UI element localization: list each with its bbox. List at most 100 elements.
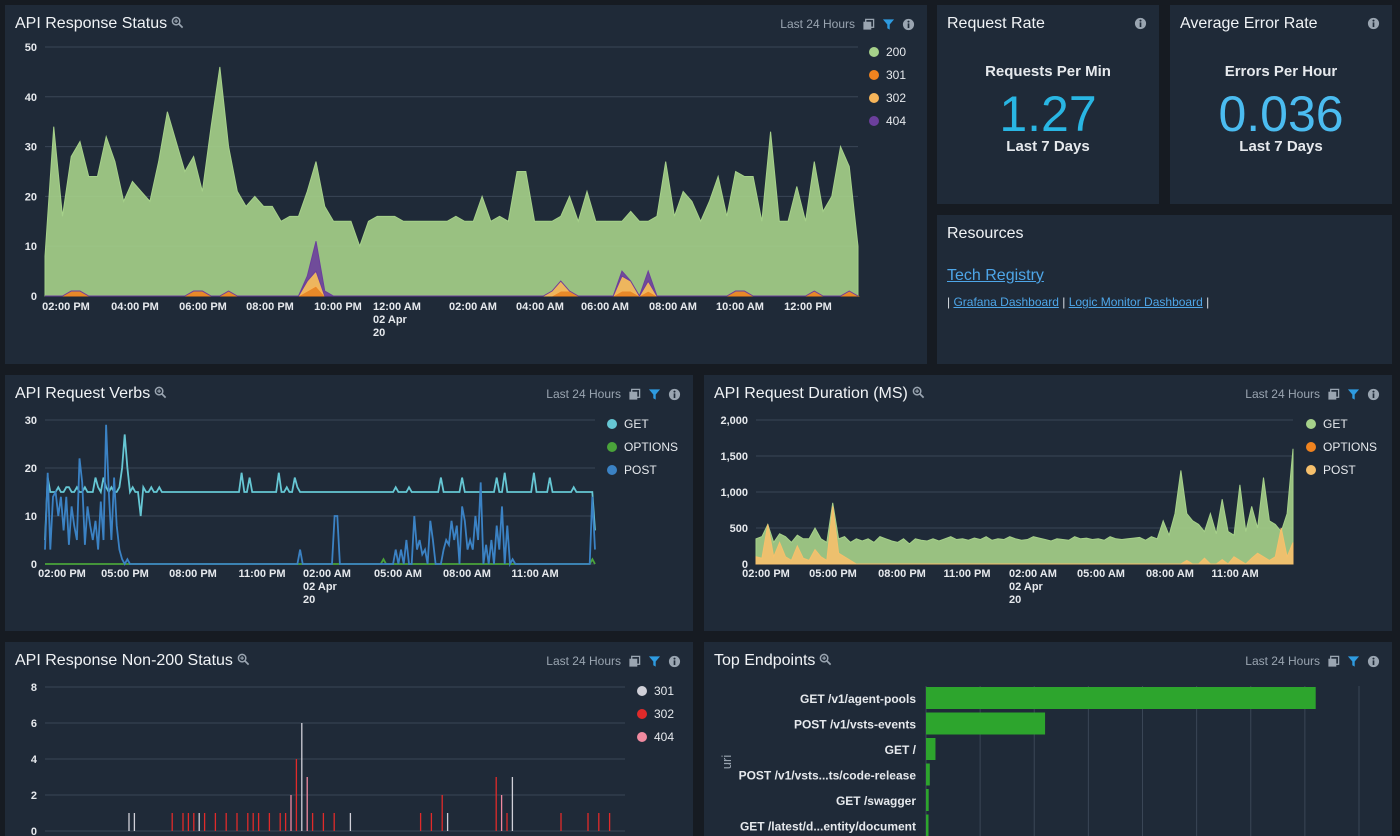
zoom-icon[interactable] bbox=[154, 386, 167, 399]
info-icon[interactable] bbox=[1367, 17, 1380, 30]
grafana-dashboard-link[interactable]: Grafana Dashboard bbox=[953, 295, 1059, 309]
filter-icon[interactable] bbox=[648, 388, 661, 401]
status-area-200[interactable] bbox=[44, 66, 859, 297]
top-endpoints-title: Top Endpoints bbox=[714, 652, 816, 669]
error-rate-label: Errors Per Hour bbox=[1224, 63, 1338, 80]
legend-item-options[interactable]: OPTIONS bbox=[1306, 435, 1377, 458]
legend-item-404[interactable]: 404 bbox=[869, 109, 906, 132]
time-range-label[interactable]: Last 24 Hours bbox=[1245, 654, 1320, 668]
panel-title: API Request Verbs bbox=[15, 385, 167, 403]
zoom-icon[interactable] bbox=[171, 16, 184, 29]
filter-icon[interactable] bbox=[882, 18, 895, 31]
copy-icon[interactable] bbox=[862, 18, 875, 31]
endpoint-bar[interactable] bbox=[926, 763, 930, 786]
panel-top-endpoints: Top Endpoints Last 24 Hours uri GET /v1/a… bbox=[704, 642, 1392, 836]
panel-response-status: API Response Status Last 24 Hours 0 10 20 3… bbox=[5, 5, 927, 364]
verbs-x-tick: 11:00 PM bbox=[238, 568, 285, 580]
endpoint-label: GET /swagger bbox=[836, 794, 916, 808]
verbs-line-POST[interactable] bbox=[44, 424, 596, 568]
duration-y-tick: 0 bbox=[742, 559, 748, 571]
panel-tools: Last 24 Hours bbox=[546, 654, 681, 668]
verbs-y-tick: 10 bbox=[25, 511, 37, 523]
duration-x-tick: 08:00 PM bbox=[878, 568, 926, 580]
verbs-x-tick: 02:00 AM 02 Apr 20 bbox=[303, 568, 351, 606]
endpoint-label: GET /v1/agent-pools bbox=[800, 692, 916, 706]
status-y-tick: 30 bbox=[25, 142, 37, 154]
zoom-icon[interactable] bbox=[237, 653, 250, 666]
status-x-tick: 10:00 AM bbox=[716, 301, 764, 313]
status-x-tick: 06:00 AM bbox=[581, 301, 629, 313]
non200-y-tick: 4 bbox=[31, 754, 38, 766]
legend-item-get[interactable]: GET bbox=[607, 412, 678, 435]
status-x-tick: 04:00 PM bbox=[111, 301, 159, 313]
non200-y-tick: 2 bbox=[31, 790, 37, 802]
verbs-y-tick: 30 bbox=[25, 415, 37, 427]
filter-icon[interactable] bbox=[648, 655, 661, 668]
time-range-label[interactable]: Last 24 Hours bbox=[780, 17, 855, 31]
legend-item-200[interactable]: 200 bbox=[869, 40, 906, 63]
endpoint-label: POST /v1/vsts...ts/code-release bbox=[739, 769, 917, 783]
status-x-tick: 08:00 PM bbox=[246, 301, 294, 313]
legend-item-301[interactable]: 301 bbox=[869, 63, 906, 86]
panel-tools bbox=[1367, 17, 1380, 30]
copy-icon[interactable] bbox=[1327, 388, 1340, 401]
endpoint-bar[interactable] bbox=[926, 687, 1316, 709]
response-status-legend: 200 301 302 404 bbox=[869, 40, 906, 132]
error-rate-period: Last 7 Days bbox=[1239, 138, 1323, 155]
request-verbs-title: API Request Verbs bbox=[15, 385, 151, 402]
time-range-label[interactable]: Last 24 Hours bbox=[546, 387, 621, 401]
request-rate-label: Requests Per Min bbox=[985, 63, 1111, 80]
non200-y-tick: 0 bbox=[31, 826, 37, 836]
info-icon[interactable] bbox=[1367, 388, 1380, 401]
info-icon[interactable] bbox=[1367, 655, 1380, 668]
endpoint-label: GET / bbox=[885, 743, 917, 757]
status-y-tick: 10 bbox=[25, 241, 37, 253]
duration-x-tick: 05:00 AM bbox=[1077, 568, 1125, 580]
time-range-label[interactable]: Last 24 Hours bbox=[1245, 387, 1320, 401]
endpoint-bar[interactable] bbox=[926, 712, 1046, 735]
zoom-icon[interactable] bbox=[819, 653, 832, 666]
tech-registry-link[interactable]: Tech Registry bbox=[947, 267, 1044, 284]
endpoints-axis-label: uri bbox=[719, 755, 734, 770]
duration-x-tick: 11:00 AM bbox=[1211, 568, 1258, 580]
status-y-tick: 0 bbox=[31, 291, 37, 303]
endpoint-bar[interactable] bbox=[926, 814, 929, 836]
info-icon[interactable] bbox=[668, 388, 681, 401]
status-x-tick: 08:00 AM bbox=[649, 301, 697, 313]
legend-item-post[interactable]: POST bbox=[1306, 458, 1377, 481]
endpoint-bar[interactable] bbox=[926, 789, 929, 811]
status-area-404[interactable] bbox=[45, 241, 859, 298]
duration-area-POST[interactable] bbox=[755, 506, 1294, 565]
legend-item-404[interactable]: 404 bbox=[637, 725, 674, 748]
duration-y-tick: 500 bbox=[730, 523, 748, 535]
panel-title: API Request Duration (MS) bbox=[714, 385, 925, 403]
filter-icon[interactable] bbox=[1347, 655, 1360, 668]
status-y-tick: 20 bbox=[25, 191, 37, 203]
filter-icon[interactable] bbox=[1347, 388, 1360, 401]
info-icon[interactable] bbox=[1134, 17, 1147, 30]
non200-legend: 301 302 404 bbox=[637, 679, 674, 748]
status-x-tick: 12:00 PM bbox=[784, 301, 832, 313]
legend-item-get[interactable]: GET bbox=[1306, 412, 1377, 435]
logic-monitor-dashboard-link[interactable]: Logic Monitor Dashboard bbox=[1068, 295, 1203, 309]
legend-item-302[interactable]: 302 bbox=[637, 702, 674, 725]
time-range-label[interactable]: Last 24 Hours bbox=[546, 654, 621, 668]
copy-icon[interactable] bbox=[628, 388, 641, 401]
request-rate-value: 1.27 bbox=[999, 86, 1097, 142]
endpoint-bar[interactable] bbox=[926, 738, 936, 760]
zoom-icon[interactable] bbox=[912, 386, 925, 399]
verbs-y-tick: 0 bbox=[31, 559, 37, 571]
panel-tools: Last 24 Hours bbox=[1245, 387, 1380, 401]
legend-item-options[interactable]: OPTIONS bbox=[607, 435, 678, 458]
info-icon[interactable] bbox=[902, 18, 915, 31]
legend-item-post[interactable]: POST bbox=[607, 458, 678, 481]
info-icon[interactable] bbox=[668, 655, 681, 668]
copy-icon[interactable] bbox=[1327, 655, 1340, 668]
request-verbs-legend: GET OPTIONS POST bbox=[607, 412, 678, 481]
verbs-line-GET[interactable] bbox=[44, 434, 596, 541]
copy-icon[interactable] bbox=[628, 655, 641, 668]
status-x-tick: 10:00 PM bbox=[314, 301, 362, 313]
legend-item-302[interactable]: 302 bbox=[869, 86, 906, 109]
non200-title: API Response Non-200 Status bbox=[15, 652, 233, 669]
legend-item-301[interactable]: 301 bbox=[637, 679, 674, 702]
